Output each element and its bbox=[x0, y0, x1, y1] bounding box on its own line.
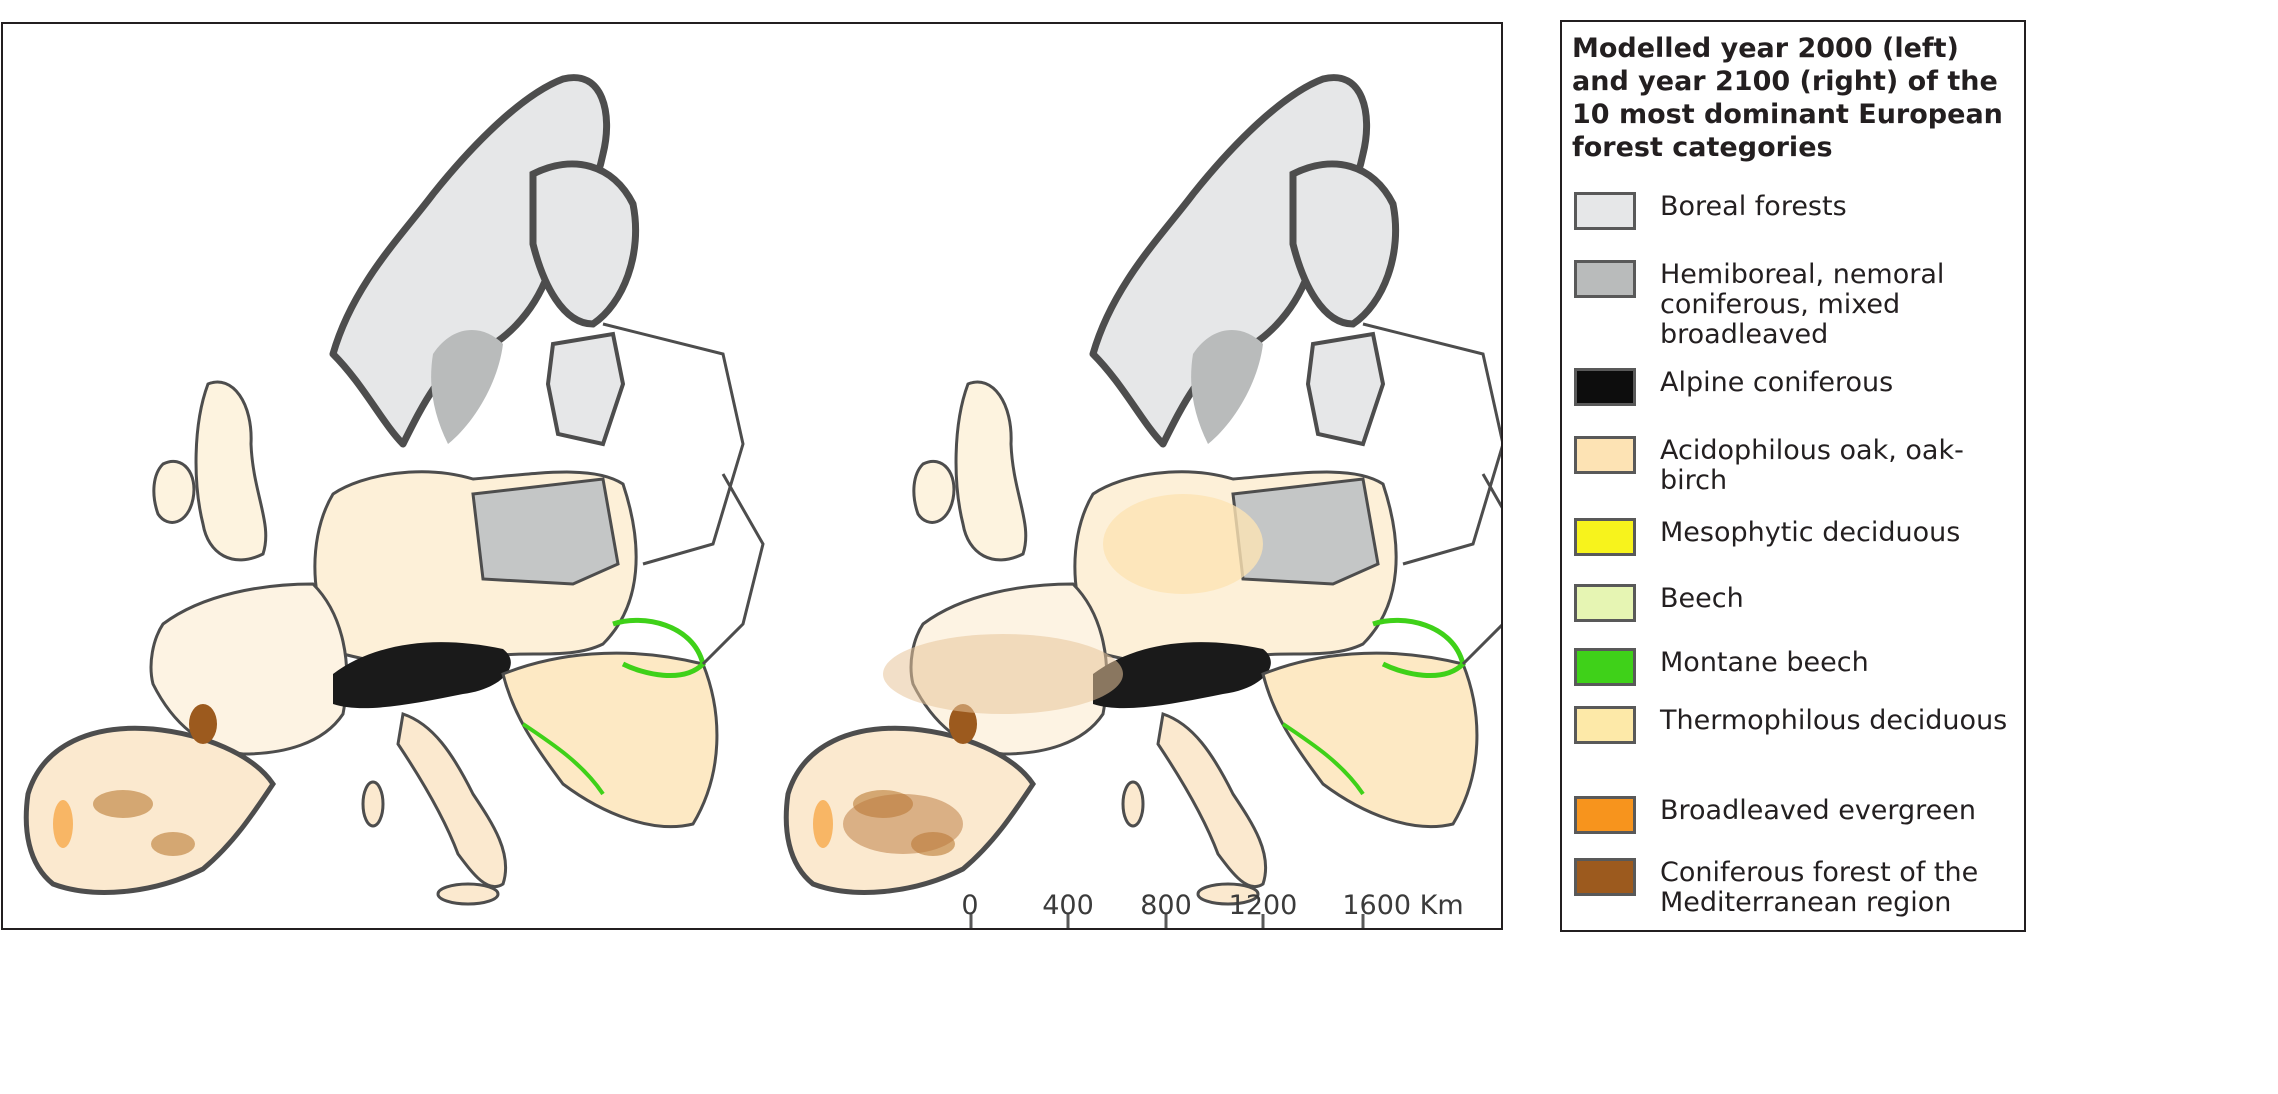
legend-swatch bbox=[1574, 858, 1636, 896]
legend-label: Mesophytic deciduous bbox=[1660, 517, 1961, 548]
scale-label-800: 800 bbox=[1140, 890, 1192, 921]
scale-label-1200: 1200 bbox=[1228, 890, 1298, 921]
legend-swatch bbox=[1574, 518, 1636, 556]
legend: Modelled year 2000 (left) and year 2100 … bbox=[1560, 20, 2026, 932]
legend-label: Acidophilous oak, oak-birch bbox=[1660, 435, 1964, 496]
scale-label-1600: 1600 Km bbox=[1342, 890, 1464, 921]
legend-swatch bbox=[1574, 368, 1636, 406]
legend-item-hemiboreal: Hemiboreal, nemoral coniferous, mixed br… bbox=[1574, 260, 2020, 350]
legend-item-boreal: Boreal forests bbox=[1574, 192, 2020, 230]
legend-swatch bbox=[1574, 584, 1636, 622]
legend-item-alpine-coniferous: Alpine coniferous bbox=[1574, 368, 2020, 406]
legend-item-broadleaved-evergreen: Broadleaved evergreen bbox=[1574, 796, 2020, 834]
legend-item-acidophilous-oak: Acidophilous oak, oak-birch bbox=[1574, 436, 2020, 496]
legend-item-thermophilous-deciduous: Thermophilous deciduous bbox=[1574, 706, 2020, 744]
legend-title: Modelled year 2000 (left) and year 2100 … bbox=[1572, 33, 2003, 163]
legend-item-mesophytic-deciduous: Mesophytic deciduous bbox=[1574, 518, 2020, 556]
legend-label: Thermophilous deciduous bbox=[1660, 705, 2008, 736]
map-frame: 0 400 800 1200 1600 Km bbox=[1, 22, 1503, 930]
scale-label-400: 400 bbox=[1042, 890, 1094, 921]
scale-label-0: 0 bbox=[961, 890, 979, 921]
legend-swatch bbox=[1574, 648, 1636, 686]
legend-label: Montane beech bbox=[1660, 647, 1869, 678]
legend-label: Alpine coniferous bbox=[1660, 367, 1894, 398]
legend-swatch bbox=[1574, 436, 1636, 474]
legend-swatch bbox=[1574, 796, 1636, 834]
scale-bar bbox=[969, 914, 1365, 928]
legend-swatch bbox=[1574, 706, 1636, 744]
legend-label: Boreal forests bbox=[1660, 191, 1847, 222]
legend-swatch bbox=[1574, 192, 1636, 230]
legend-item-mediterranean-coniferous: Coniferous forest of the Mediterranean r… bbox=[1574, 858, 2020, 918]
map-year-2100 bbox=[786, 78, 1503, 904]
legend-label: Broadleaved evergreen bbox=[1660, 795, 1977, 826]
legend-label: Hemiboreal, nemoral coniferous, mixed br… bbox=[1660, 259, 1945, 350]
map-year-2000 bbox=[26, 78, 763, 904]
legend-swatch bbox=[1574, 260, 1636, 298]
legend-item-beech: Beech bbox=[1574, 584, 2020, 622]
legend-label: Coniferous forest of the Mediterranean r… bbox=[1660, 857, 1979, 918]
legend-label: Beech bbox=[1660, 583, 1744, 614]
legend-item-montane-beech: Montane beech bbox=[1574, 648, 2020, 686]
europe-maps bbox=[3, 24, 1503, 928]
